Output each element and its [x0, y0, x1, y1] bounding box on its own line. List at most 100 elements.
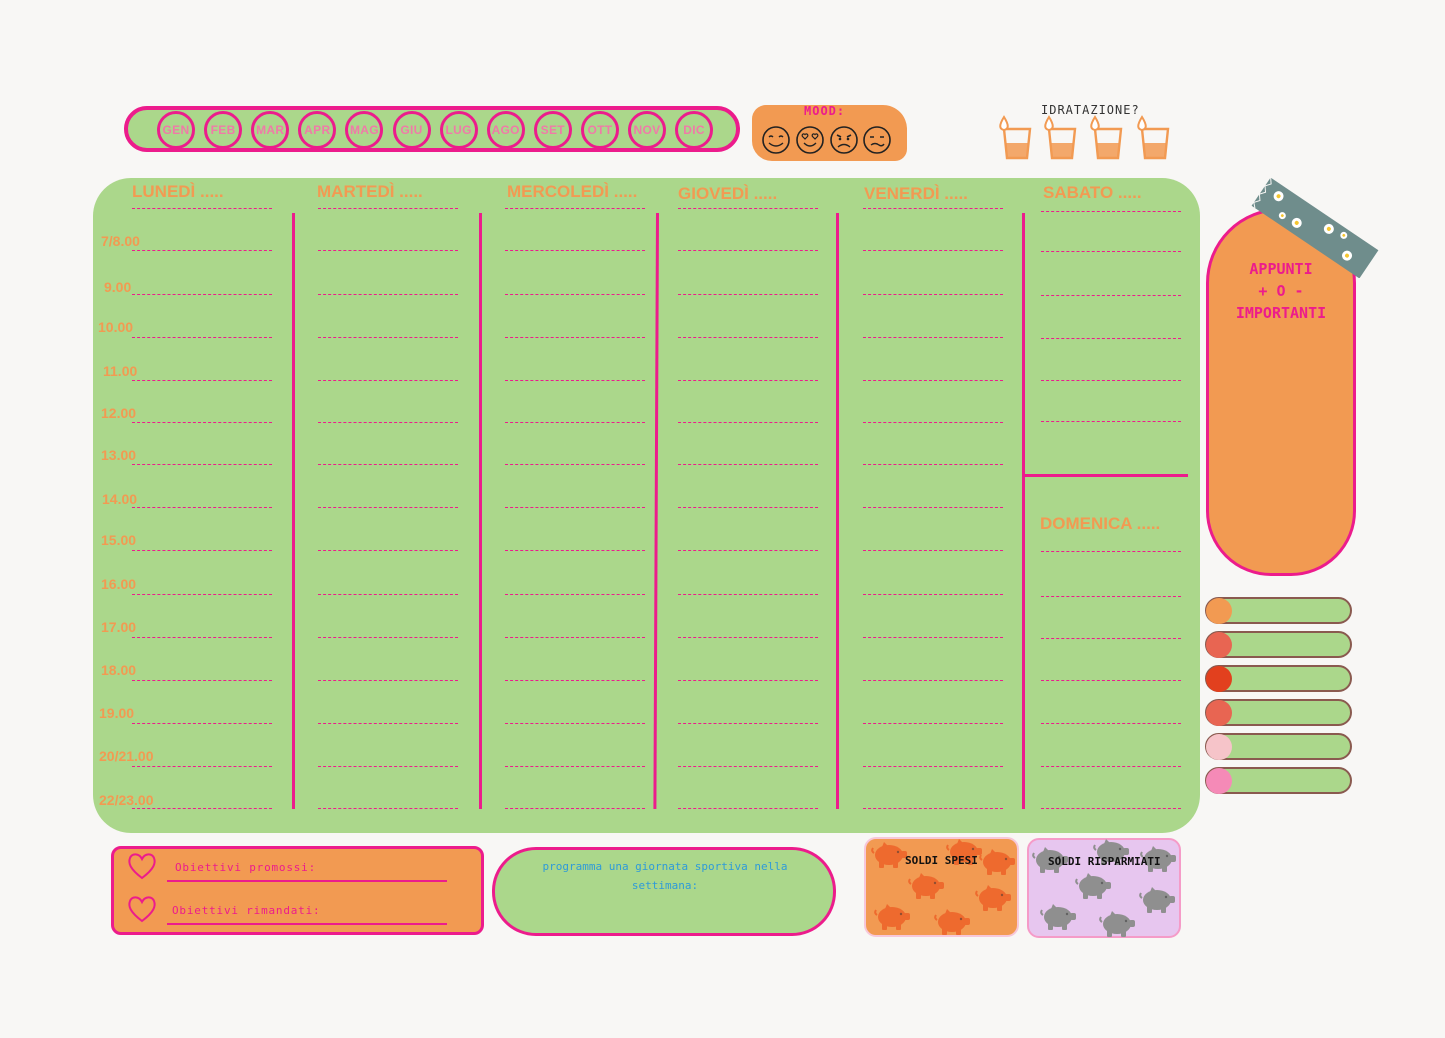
write-line[interactable] [505, 464, 645, 465]
write-line[interactable] [863, 637, 1003, 638]
write-line[interactable] [505, 808, 645, 809]
write-line[interactable] [318, 380, 458, 381]
write-line[interactable] [132, 337, 272, 338]
write-line[interactable] [678, 680, 818, 681]
write-line[interactable] [678, 808, 818, 809]
write-line[interactable] [132, 208, 272, 209]
write-line[interactable] [863, 294, 1003, 295]
write-line[interactable] [863, 208, 1003, 209]
month-mar[interactable]: MAR [251, 111, 290, 149]
write-line[interactable] [863, 680, 1003, 681]
goals-promoted-line[interactable] [167, 880, 447, 882]
angry-face-icon[interactable] [828, 124, 860, 156]
write-line[interactable] [132, 680, 272, 681]
write-line[interactable] [1041, 808, 1181, 809]
write-line[interactable] [505, 680, 645, 681]
write-line[interactable] [318, 766, 458, 767]
write-line[interactable] [678, 637, 818, 638]
write-line[interactable] [863, 594, 1003, 595]
write-line[interactable] [505, 294, 645, 295]
goals-postponed-line[interactable] [167, 923, 447, 925]
month-giu[interactable]: GIU [392, 111, 431, 149]
write-line[interactable] [132, 250, 272, 251]
write-line[interactable] [678, 766, 818, 767]
write-line[interactable] [678, 208, 818, 209]
write-line[interactable] [678, 507, 818, 508]
month-gen[interactable]: GEN [157, 111, 195, 149]
write-line[interactable] [505, 250, 645, 251]
write-line[interactable] [132, 422, 272, 423]
write-line[interactable] [132, 808, 272, 809]
write-line[interactable] [505, 380, 645, 381]
write-line[interactable] [863, 808, 1003, 809]
write-line[interactable] [505, 550, 645, 551]
legend-pill[interactable] [1205, 597, 1352, 624]
write-line[interactable] [132, 550, 272, 551]
write-line[interactable] [505, 337, 645, 338]
write-line[interactable] [678, 294, 818, 295]
write-line[interactable] [1041, 551, 1181, 552]
write-line[interactable] [505, 208, 645, 209]
month-set[interactable]: SET [533, 111, 572, 149]
write-line[interactable] [1041, 338, 1181, 339]
write-line[interactable] [318, 723, 458, 724]
write-line[interactable] [132, 464, 272, 465]
write-line[interactable] [318, 337, 458, 338]
write-line[interactable] [505, 507, 645, 508]
write-line[interactable] [863, 422, 1003, 423]
write-line[interactable] [1041, 638, 1181, 639]
write-line[interactable] [132, 723, 272, 724]
write-line[interactable] [678, 380, 818, 381]
write-line[interactable] [318, 507, 458, 508]
write-line[interactable] [1041, 723, 1181, 724]
legend-pill[interactable] [1205, 767, 1352, 794]
write-line[interactable] [132, 594, 272, 595]
write-line[interactable] [1041, 380, 1181, 381]
write-line[interactable] [1041, 211, 1181, 212]
write-line[interactable] [678, 337, 818, 338]
smile-face-icon[interactable] [760, 124, 792, 156]
month-dic[interactable]: DIC [675, 111, 714, 149]
write-line[interactable] [863, 250, 1003, 251]
water-glass-icon[interactable] [995, 115, 1035, 161]
write-line[interactable] [678, 250, 818, 251]
month-ago[interactable]: AGO [486, 111, 525, 149]
write-line[interactable] [1041, 251, 1181, 252]
write-line[interactable] [863, 507, 1003, 508]
month-nov[interactable]: NOV [628, 111, 666, 149]
write-line[interactable] [318, 208, 458, 209]
write-line[interactable] [678, 723, 818, 724]
month-lug[interactable]: LUG [439, 111, 478, 149]
write-line[interactable] [318, 422, 458, 423]
write-line[interactable] [318, 808, 458, 809]
write-line[interactable] [863, 337, 1003, 338]
write-line[interactable] [132, 507, 272, 508]
water-glass-icon[interactable] [1040, 115, 1080, 161]
write-line[interactable] [1041, 295, 1181, 296]
heart-eyes-face-icon[interactable] [794, 124, 826, 156]
write-line[interactable] [132, 380, 272, 381]
write-line[interactable] [1041, 680, 1181, 681]
write-line[interactable] [505, 637, 645, 638]
write-line[interactable] [1041, 596, 1181, 597]
write-line[interactable] [318, 594, 458, 595]
write-line[interactable] [318, 680, 458, 681]
write-line[interactable] [678, 422, 818, 423]
write-line[interactable] [318, 464, 458, 465]
sick-face-icon[interactable] [861, 124, 893, 156]
month-mag[interactable]: MAG [345, 111, 384, 149]
write-line[interactable] [318, 294, 458, 295]
write-line[interactable] [318, 550, 458, 551]
write-line[interactable] [505, 594, 645, 595]
write-line[interactable] [863, 550, 1003, 551]
write-line[interactable] [132, 294, 272, 295]
write-line[interactable] [505, 422, 645, 423]
write-line[interactable] [863, 723, 1003, 724]
write-line[interactable] [678, 550, 818, 551]
write-line[interactable] [318, 250, 458, 251]
write-line[interactable] [1041, 421, 1181, 422]
write-line[interactable] [318, 637, 458, 638]
month-ott[interactable]: OTT [580, 111, 619, 149]
water-glass-icon[interactable] [1086, 115, 1126, 161]
write-line[interactable] [863, 464, 1003, 465]
